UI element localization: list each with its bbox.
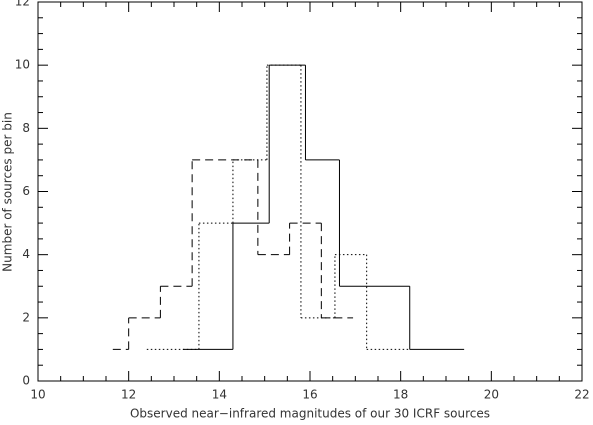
y-tick-label: 2 (22, 310, 30, 324)
x-tick-label: 18 (393, 388, 408, 402)
x-tick-label: 20 (484, 388, 499, 402)
x-tick-label: 22 (574, 388, 589, 402)
y-tick-label: 10 (15, 58, 30, 72)
y-axis-label: Number of sources per bin (1, 112, 15, 272)
y-tick-label: 12 (15, 0, 30, 9)
x-tick-label: 16 (302, 388, 317, 402)
plot-frame (37, 1, 583, 382)
y-tick-label: 6 (22, 184, 30, 198)
y-tick-label: 4 (22, 247, 30, 261)
x-tick-label: 10 (30, 388, 45, 402)
y-tick-label: 8 (22, 121, 30, 135)
y-tick-label: 0 (22, 374, 30, 388)
x-tick-label: 12 (121, 388, 136, 402)
x-axis-label: Observed near−infrared magnitudes of our… (130, 407, 490, 421)
x-tick-label: 14 (212, 388, 227, 402)
